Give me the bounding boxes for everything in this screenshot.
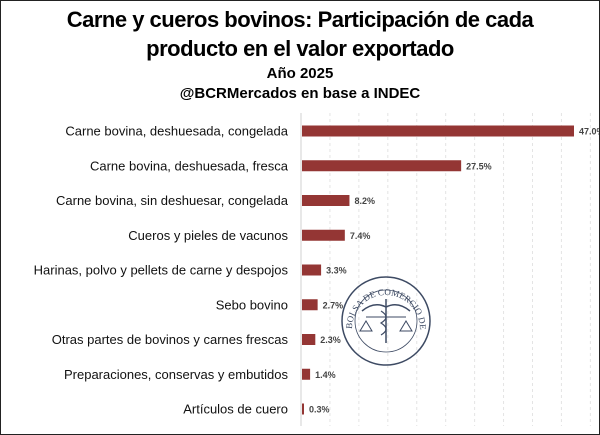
chart-title-line2: producto en el valor exportado: [146, 36, 454, 61]
bar: [302, 264, 322, 276]
data-label: 3.3%: [326, 266, 347, 276]
category-label: Harinas, polvo y pellets de carne y desp…: [34, 263, 289, 278]
data-label: 0.3%: [309, 405, 330, 415]
bar: [302, 403, 304, 415]
data-label: 1.4%: [315, 370, 336, 380]
chart-subtitle: Año 2025: [266, 65, 334, 82]
data-label: 2.7%: [323, 300, 344, 310]
category-label: Carne bovina, deshuesada, congelada: [65, 124, 288, 139]
bar: [302, 334, 316, 345]
category-label: Carne bovina, deshuesada, fresca: [90, 158, 289, 173]
bar: [302, 299, 318, 311]
bar: [302, 368, 311, 380]
data-label: 7.4%: [350, 231, 371, 241]
category-label: Preparaciones, conservas y embutidos: [64, 367, 289, 382]
data-label: 47.0%: [579, 127, 599, 137]
chart-source: @BCRMercados en base a INDEC: [179, 85, 421, 102]
data-label: 27.5%: [466, 161, 492, 171]
category-label: Otras partes de bovinos y carnes frescas: [52, 332, 289, 347]
data-label: 2.3%: [320, 335, 341, 345]
data-label: 8.2%: [354, 196, 375, 206]
bar: [302, 125, 574, 137]
bcr-logo: BOLSA DE COMERCIO DE ROSARIO: [341, 276, 431, 366]
bar: [302, 229, 345, 241]
category-label: Carne bovina, sin deshuesar, congelada: [56, 193, 289, 208]
chart-title-line1: Carne y cueros bovinos: Participación de…: [66, 7, 534, 32]
bar: [302, 160, 462, 172]
category-label: Sebo bovino: [216, 297, 288, 312]
category-label: Cueros y pieles de vacunos: [128, 228, 288, 243]
category-label: Artículos de cuero: [183, 402, 288, 417]
bar: [302, 195, 350, 206]
